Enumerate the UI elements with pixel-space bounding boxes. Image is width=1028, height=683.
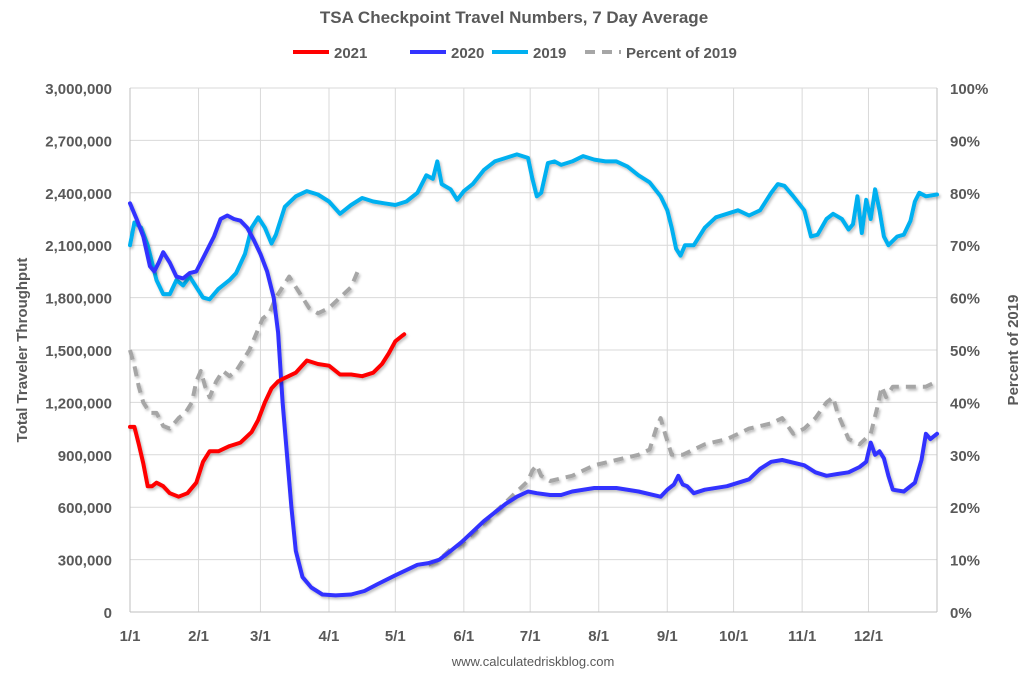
axes: 0 0% 300,000 10% 600,000 20% 900,000 30% 1,200,0… <box>45 81 988 645</box>
series-line-2021 <box>128 332 407 499</box>
x-tick-label: 2/1 <box>188 628 209 645</box>
chart-title: TSA Checkpoint Travel Numbers, 7 Day Ave… <box>320 8 708 27</box>
x-tick-label: 3/1 <box>250 628 271 645</box>
y2-tick-label: 90% <box>950 133 980 150</box>
x-tick-label: 5/1 <box>385 628 406 645</box>
y2-tick-label: 0% <box>950 605 972 622</box>
y2-tick-label: 30% <box>950 448 980 465</box>
x-tick-label: 11/1 <box>788 628 816 645</box>
y-tick-label: 1,800,000 <box>45 291 112 308</box>
x-tick-label: 10/1 <box>719 628 748 645</box>
x-tick-label: 4/1 <box>319 628 340 645</box>
y2-tick-label: 10% <box>950 553 980 570</box>
y2-tick-label: 100% <box>950 81 988 98</box>
legend-label: 2021 <box>334 45 367 62</box>
y-tick-label: 1,500,000 <box>45 343 112 360</box>
series-line-2020 <box>128 201 939 598</box>
y2-tick-label: 60% <box>950 291 980 308</box>
y-tick-label: 1,200,000 <box>45 395 112 412</box>
source-label: www.calculatedriskblog.com <box>451 654 615 669</box>
y-tick-label: 2,100,000 <box>45 238 112 255</box>
x-tick-label: 9/1 <box>657 628 678 645</box>
y2-tick-label: 70% <box>950 238 980 255</box>
legend-label: 2019 <box>533 45 566 62</box>
gridlines <box>129 87 938 613</box>
y2-tick-label: 20% <box>950 500 980 517</box>
series-group <box>128 152 939 598</box>
series-line-percent-of-2019 <box>427 379 938 567</box>
y2-tick-label: 50% <box>950 343 980 360</box>
y2-tick-label: 40% <box>950 395 980 412</box>
x-tick-label: 12/1 <box>854 628 883 645</box>
y-axis-label: Total Traveler Throughput <box>14 258 31 443</box>
legend-label: Percent of 2019 <box>626 45 737 62</box>
series-line-2019 <box>128 152 939 302</box>
x-tick-label: 7/1 <box>520 628 541 645</box>
legend: 2021 2020 2019 Percent of 2019 <box>293 45 737 62</box>
y-tick-label: 3,000,000 <box>45 81 112 98</box>
y-tick-label: 600,000 <box>58 500 112 517</box>
series-line-percent-of-2019 <box>128 265 362 431</box>
x-tick-label: 6/1 <box>453 628 474 645</box>
x-tick-label: 1/1 <box>120 628 141 645</box>
y-tick-label: 2,400,000 <box>45 186 112 203</box>
x-tick-label: 8/1 <box>588 628 609 645</box>
y-tick-label: 2,700,000 <box>45 133 112 150</box>
y2-tick-label: 80% <box>950 186 980 203</box>
y2-axis-label: Percent of 2019 <box>1005 295 1022 406</box>
y-tick-label: 900,000 <box>58 448 112 465</box>
legend-label: 2020 <box>451 45 484 62</box>
y-tick-label: 0 <box>104 605 112 622</box>
y-tick-label: 300,000 <box>58 553 112 570</box>
